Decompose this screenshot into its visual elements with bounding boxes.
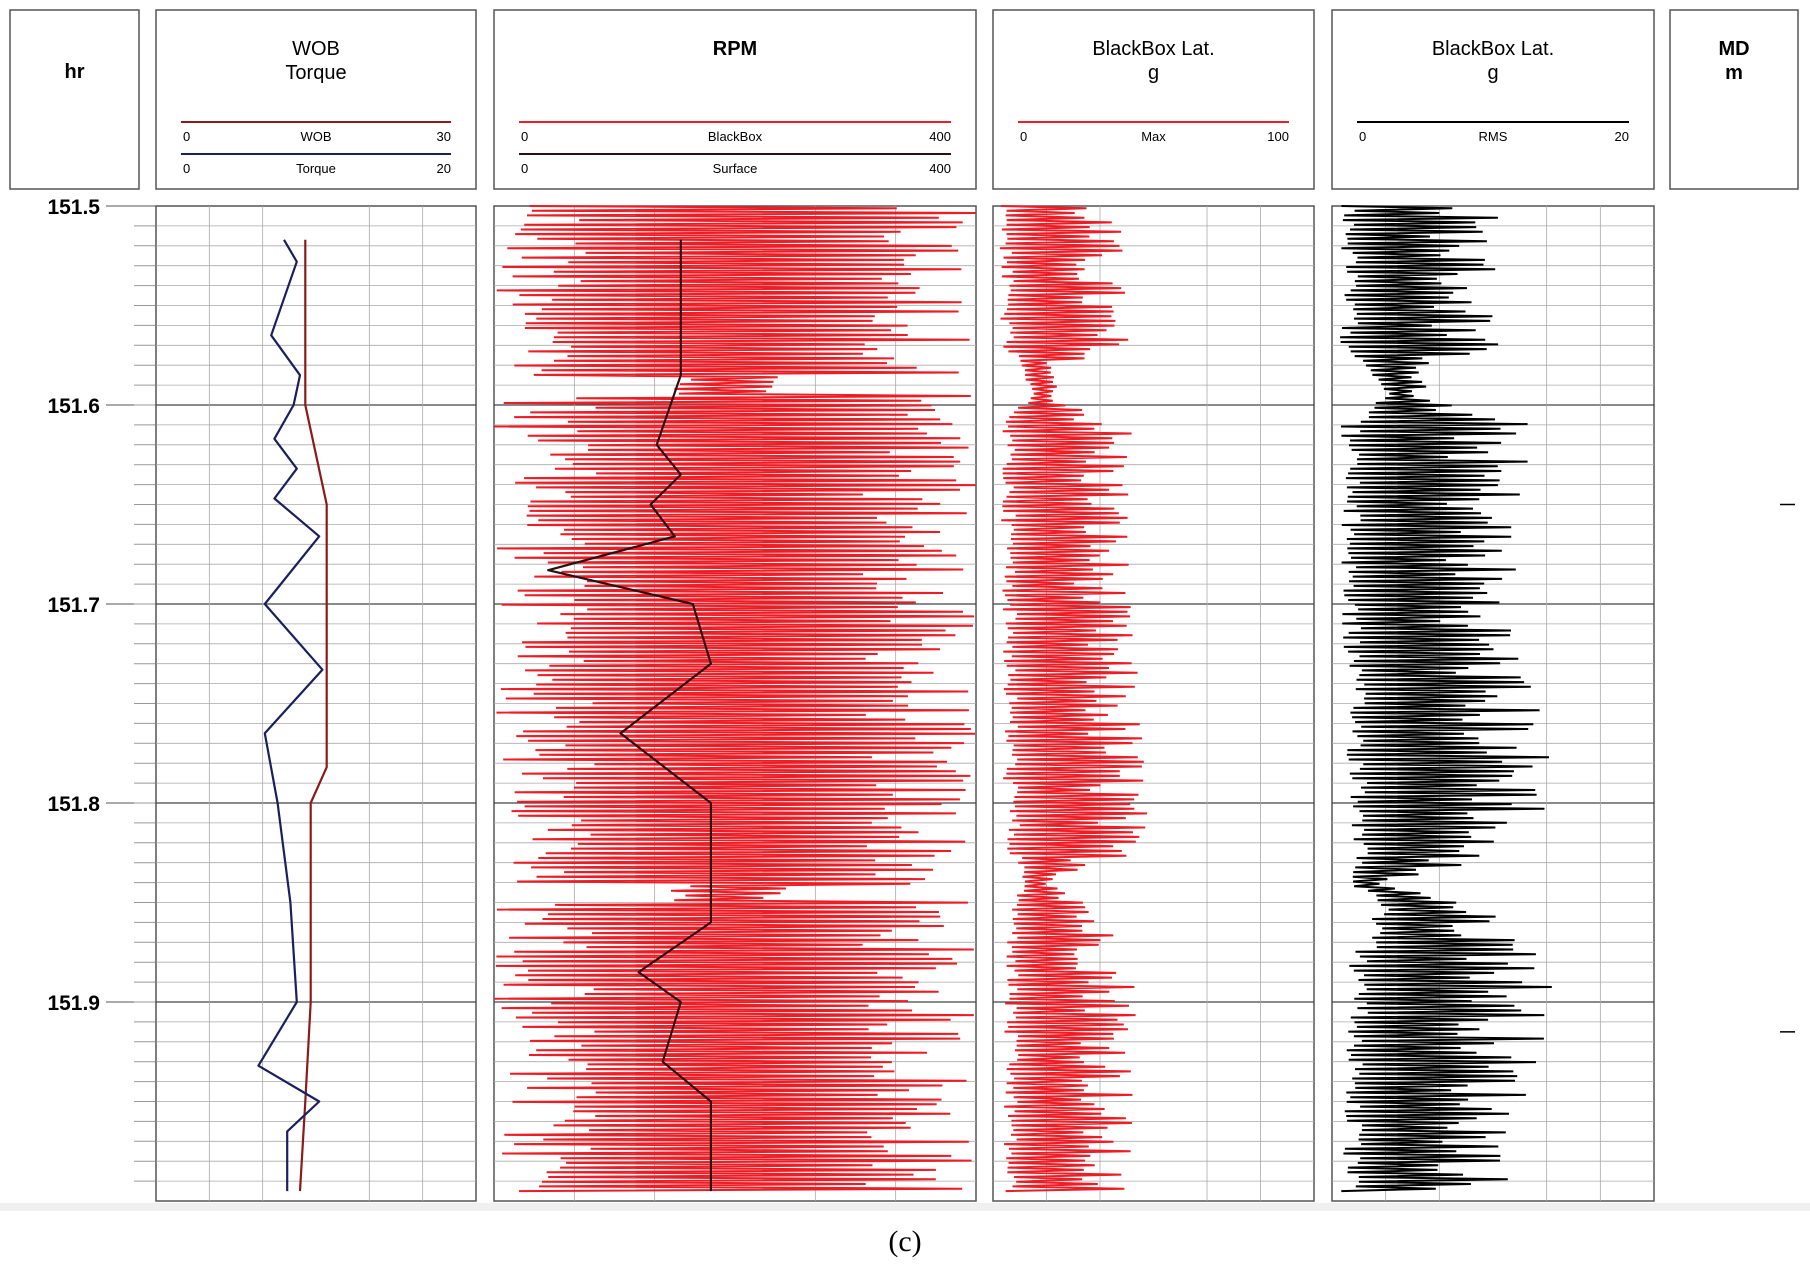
scale-max-label: 20 bbox=[437, 161, 451, 176]
track-header-wob_torque bbox=[155, 9, 477, 190]
scale-name-label: Surface bbox=[713, 161, 758, 176]
series-Max bbox=[999, 205, 1148, 1193]
scale-min-label: 0 bbox=[521, 129, 528, 144]
track-title-lat_max: g bbox=[1148, 62, 1159, 84]
scale-max-label: 100 bbox=[1267, 129, 1289, 144]
scale-max-label: 400 bbox=[929, 161, 951, 176]
bottom-strip bbox=[0, 1203, 1810, 1211]
time-header-box bbox=[9, 9, 140, 190]
figure-caption: (c) bbox=[888, 1225, 922, 1258]
scale-max-label: 30 bbox=[437, 129, 451, 144]
track-title-lat_rms: BlackBox Lat. bbox=[1432, 38, 1554, 60]
track-title-wob_torque: WOB bbox=[292, 38, 340, 60]
scale-max-label: 400 bbox=[929, 129, 951, 144]
series-BlackBox bbox=[494, 205, 976, 1193]
scale-name-label: RMS bbox=[1479, 129, 1508, 144]
scale-min-label: 0 bbox=[1359, 129, 1366, 144]
track-title-lat_rms: g bbox=[1487, 62, 1498, 84]
time-tick-label: 151.7 bbox=[47, 594, 100, 617]
track-header-lat_max bbox=[992, 9, 1315, 190]
series-Torque bbox=[257, 239, 324, 1192]
series-RMS bbox=[1340, 205, 1552, 1193]
track-title-lat_max: BlackBox Lat. bbox=[1092, 38, 1214, 60]
track-title-wob_torque: Torque bbox=[285, 62, 346, 84]
time-axis-label: hr bbox=[65, 61, 85, 83]
series-Surface bbox=[547, 239, 713, 1192]
scale-name-label: BlackBox bbox=[708, 129, 763, 144]
scale-name-label: Max bbox=[1141, 129, 1166, 144]
time-tick-label: 151.9 bbox=[47, 992, 100, 1015]
track-header-lat_rms bbox=[1331, 9, 1655, 190]
scale-name-label: WOB bbox=[300, 129, 331, 144]
scale-min-label: 0 bbox=[521, 161, 528, 176]
track-header-md bbox=[1669, 9, 1799, 190]
scale-name-label: Torque bbox=[296, 161, 336, 176]
scale-min-label: 0 bbox=[183, 129, 190, 144]
track-title-md: m bbox=[1725, 62, 1743, 84]
time-tick-label: 151.8 bbox=[47, 793, 100, 816]
scale-max-label: 20 bbox=[1615, 129, 1629, 144]
scale-min-label: 0 bbox=[183, 161, 190, 176]
time-tick-label: 151.6 bbox=[47, 395, 100, 418]
time-tick-label: 151.5 bbox=[47, 196, 100, 219]
track-header-rpm bbox=[493, 9, 977, 190]
track-title-rpm: RPM bbox=[713, 38, 757, 60]
scale-min-label: 0 bbox=[1020, 129, 1027, 144]
track-title-md: MD bbox=[1718, 38, 1749, 60]
series-WOB bbox=[298, 239, 328, 1192]
